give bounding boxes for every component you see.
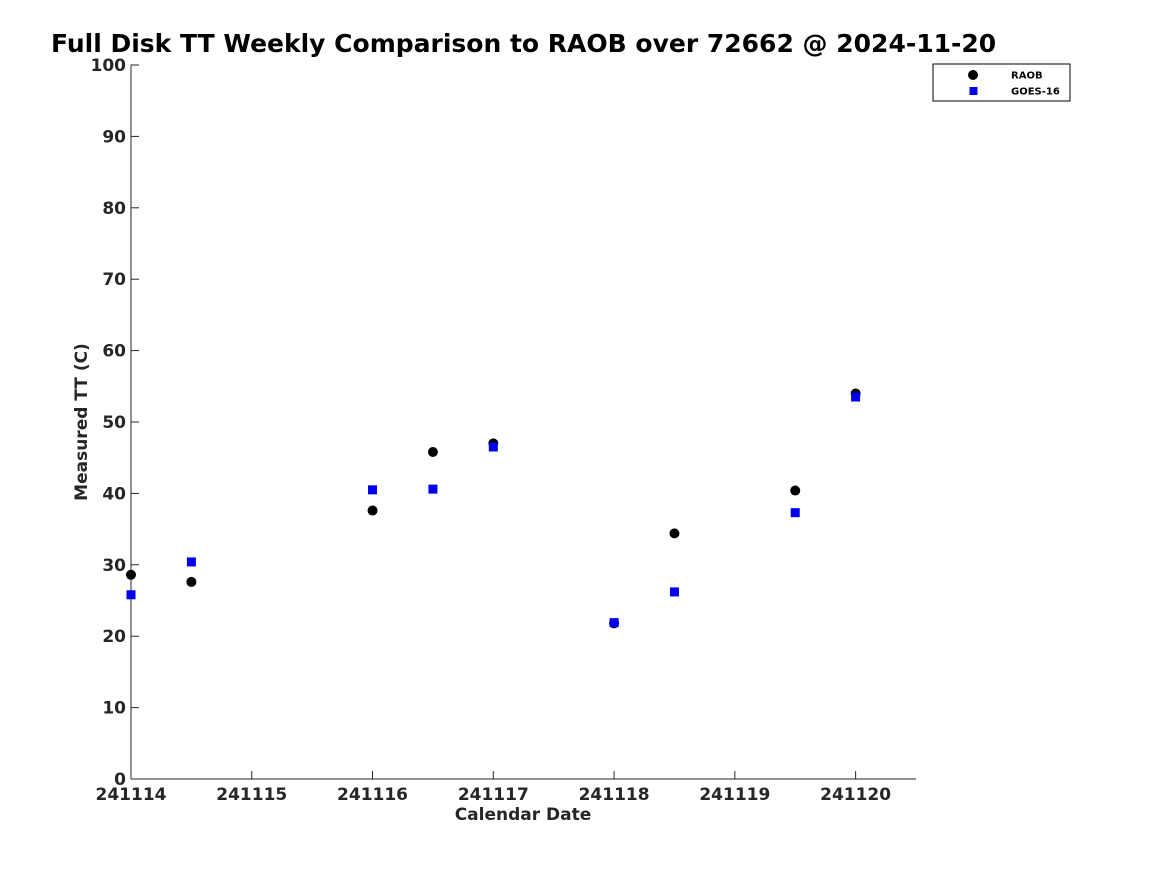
goes-16-point	[428, 484, 438, 494]
y-tick-label: 80	[102, 199, 126, 219]
goes-16-point	[368, 485, 378, 495]
y-tick-label: 100	[91, 56, 127, 76]
legend-raob-marker	[968, 70, 978, 80]
data-points	[126, 388, 861, 629]
raob-point	[367, 505, 378, 516]
y-tick-label: 70	[102, 270, 126, 290]
goes-16-point	[186, 557, 196, 567]
legend-label: GOES-16	[1011, 87, 1060, 98]
goes-16-point	[790, 508, 800, 518]
raob-point	[790, 485, 801, 496]
raob-point	[126, 569, 136, 580]
goes-16-point	[851, 392, 861, 402]
x-tick-label: 241116	[337, 785, 408, 805]
y-tick-label: 40	[102, 484, 126, 504]
y-tick-label: 60	[102, 342, 126, 362]
y-tick-label: 30	[102, 556, 126, 576]
x-tick-label: 241120	[820, 785, 891, 805]
x-tick-label: 241114	[96, 785, 167, 805]
x-axis-label: Calendar Date	[455, 805, 592, 825]
legend-goes-16-marker	[969, 87, 978, 95]
goes-16-point	[488, 442, 498, 452]
goes-16-point	[669, 587, 679, 597]
legend-box	[932, 63, 1071, 102]
chart-title: Full Disk TT Weekly Comparison to RAOB o…	[51, 29, 996, 58]
legend-label: RAOB	[1011, 71, 1043, 82]
y-tick-label: 20	[102, 627, 126, 647]
x-tick-label: 241119	[699, 785, 770, 805]
legend: RAOB GOES-16	[932, 63, 1071, 102]
goes-16-point	[609, 618, 619, 628]
axes: 0 10 20 30 40 50 60 70 80 90 100 241114 241115 241116…	[91, 56, 916, 805]
raob-point	[669, 528, 680, 539]
x-tick-label: 241115	[216, 785, 287, 805]
x-tick-label: 241117	[458, 785, 529, 805]
y-tick-label: 90	[102, 127, 126, 147]
goes-16-point	[126, 590, 136, 600]
y-axis-label: Measured TT (C)	[72, 343, 92, 501]
raob-point	[186, 576, 197, 587]
raob-point	[427, 446, 438, 457]
y-tick-label: 0	[114, 770, 126, 790]
y-tick-label: 10	[102, 699, 126, 719]
x-tick-label: 241118	[579, 785, 650, 805]
y-tick-label: 50	[102, 413, 126, 433]
